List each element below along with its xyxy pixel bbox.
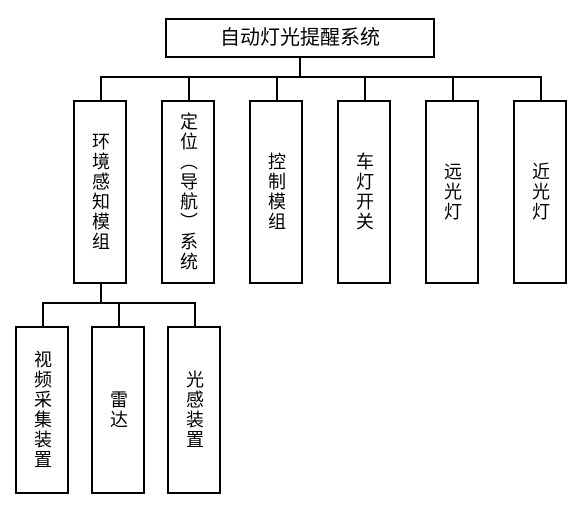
diagram-canvas: 自动灯光提醒系统 环境感知模组 定位（导航）系统 控制模组 车灯开关 远光灯 近… (0, 0, 574, 520)
l1-node-0: 环境感知模组 (73, 100, 127, 284)
root-node-label: 自动灯光提醒系统 (220, 26, 380, 50)
l2-node-1: 雷达 (91, 326, 145, 494)
conn-l1-drop-0 (100, 76, 102, 100)
l2-node-1-label: 雷达 (105, 390, 131, 430)
conn-l1-drop-4 (452, 76, 454, 100)
l1-node-2-label: 控制模组 (263, 152, 289, 232)
l1-node-2: 控制模组 (249, 100, 303, 284)
conn-l1-drop-2 (276, 76, 278, 100)
l2-node-0: 视频采集装置 (15, 326, 69, 494)
conn-l1-drop-1 (188, 76, 190, 100)
conn-l1-drop-5 (540, 76, 542, 100)
l1-node-3-label: 车灯开关 (351, 152, 377, 232)
conn-root-down (299, 58, 301, 76)
l1-node-0-label: 环境感知模组 (87, 132, 113, 252)
conn-l2-drop-1 (118, 302, 120, 326)
conn-l2-drop-0 (42, 302, 44, 326)
conn-l1-drop-3 (364, 76, 366, 100)
conn-l2-drop-2 (194, 302, 196, 326)
l2-node-2: 光感装置 (167, 326, 221, 494)
l1-node-4: 远光灯 (425, 100, 479, 284)
l1-node-5-label: 近光灯 (527, 162, 553, 222)
l2-node-2-label: 光感装置 (181, 370, 207, 450)
l1-node-1-label: 定位（导航）系统 (175, 112, 201, 272)
root-node: 自动灯光提醒系统 (165, 18, 435, 58)
l1-node-1: 定位（导航）系统 (161, 100, 215, 284)
l1-node-3: 车灯开关 (337, 100, 391, 284)
l2-node-0-label: 视频采集装置 (29, 350, 55, 470)
conn-l1n0-down (100, 284, 102, 302)
l1-node-4-label: 远光灯 (439, 162, 465, 222)
conn-level1-bus (100, 76, 540, 78)
l1-node-5: 近光灯 (513, 100, 567, 284)
